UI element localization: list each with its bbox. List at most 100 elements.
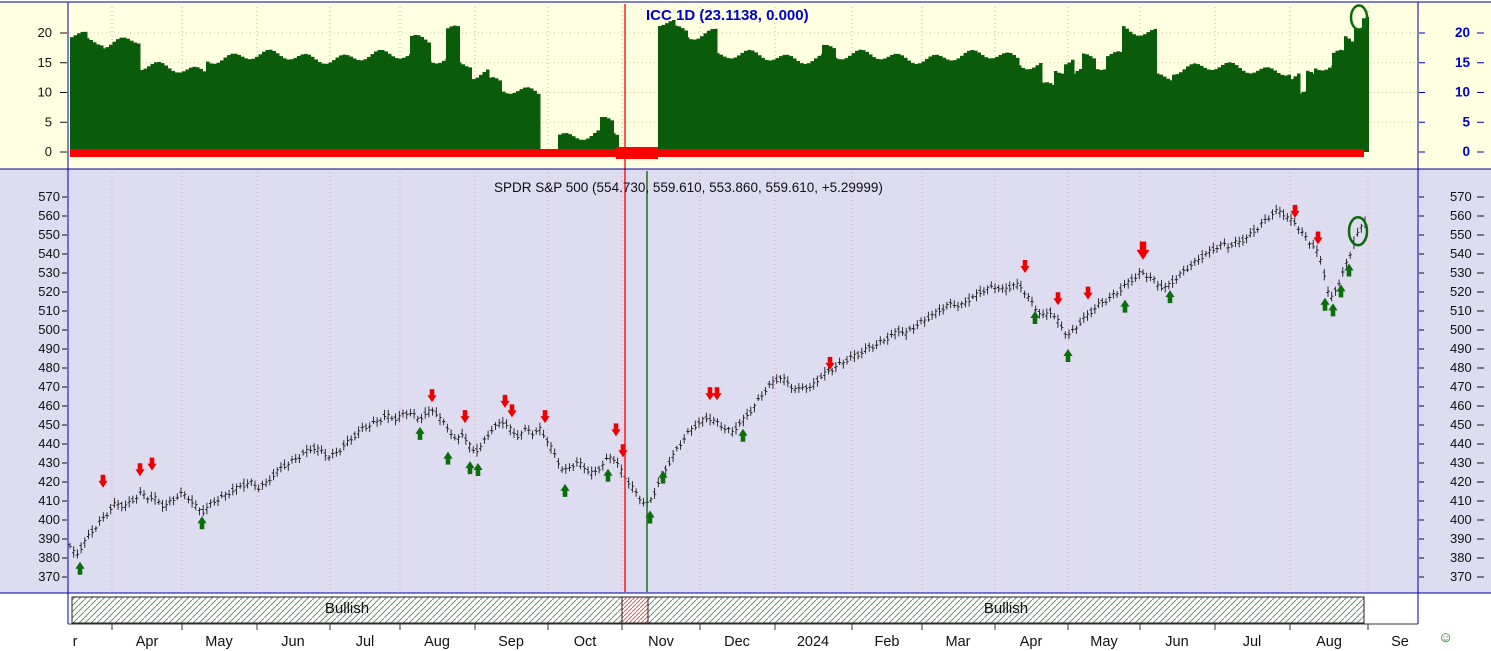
svg-text:400: 400 — [38, 512, 60, 527]
month-label: Aug — [424, 634, 450, 650]
sell-arrow-icon — [611, 423, 621, 437]
svg-text:430: 430 — [1450, 455, 1472, 470]
regime-ribbon — [71, 596, 1365, 624]
smiley-icon: ☺ — [1438, 629, 1454, 646]
svg-text:480: 480 — [1450, 360, 1472, 375]
regime-label-bullish-1: Bullish — [324, 600, 370, 617]
month-label: Apr — [136, 634, 159, 650]
svg-text:510: 510 — [1450, 303, 1472, 318]
month-label: Se — [1391, 634, 1409, 650]
buy-arrow-icon — [603, 468, 613, 482]
buy-arrow-icon — [197, 516, 207, 530]
buy-arrow-icon — [645, 510, 655, 524]
svg-text:370: 370 — [38, 569, 60, 584]
sell-arrow-icon — [705, 387, 715, 401]
svg-text:20: 20 — [38, 25, 52, 40]
svg-text:410: 410 — [38, 493, 60, 508]
svg-text:490: 490 — [1450, 341, 1472, 356]
sell-arrow-icon — [507, 404, 517, 418]
svg-text:5: 5 — [1462, 114, 1470, 129]
month-label: Aug — [1316, 634, 1342, 650]
svg-text:550: 550 — [38, 227, 60, 242]
svg-text:15: 15 — [38, 55, 52, 70]
svg-text:470: 470 — [38, 379, 60, 394]
regime-band-bearish — [621, 596, 649, 624]
buy-arrow-icon — [1120, 299, 1130, 313]
sell-arrow-icon — [147, 457, 157, 471]
svg-text:570: 570 — [1450, 189, 1472, 204]
x-axis-months: r Apr May Jun Jul Aug Sep Oct Nov Dec 2024 Feb Mar Ap… — [73, 634, 1409, 650]
sell-arrow-icon — [135, 463, 145, 477]
month-label: Mar — [946, 634, 971, 650]
svg-text:430: 430 — [38, 455, 60, 470]
sell-arrow-icon — [540, 410, 550, 424]
sell-arrow-icon — [1083, 286, 1093, 300]
svg-text:500: 500 — [38, 322, 60, 337]
svg-text:10: 10 — [1455, 85, 1470, 100]
price-title: SPDR S&P 500 (554.730, 559.610, 553.860,… — [494, 180, 883, 195]
price-panel[interactable] — [0, 169, 1491, 593]
svg-text:0: 0 — [45, 144, 52, 159]
svg-text:10: 10 — [38, 85, 52, 100]
month-label: Sep — [498, 634, 524, 650]
sell-arrow-icon — [1313, 231, 1323, 245]
buy-arrow-icon — [75, 561, 85, 575]
svg-text:450: 450 — [1450, 417, 1472, 432]
sell-arrow-icon — [460, 410, 470, 424]
svg-text:540: 540 — [38, 246, 60, 261]
sell-arrow-icon — [825, 356, 835, 370]
svg-text:440: 440 — [1450, 436, 1472, 451]
buy-arrow-icon — [560, 483, 570, 497]
buy-arrow-icon — [415, 426, 425, 440]
svg-text:500: 500 — [1450, 322, 1472, 337]
month-label: May — [205, 634, 233, 650]
svg-text:440: 440 — [38, 436, 60, 451]
sell-arrow-icon — [427, 389, 437, 403]
svg-text:490: 490 — [38, 341, 60, 356]
month-label: Apr — [1020, 634, 1043, 650]
regime-band-bullish — [647, 596, 1365, 624]
sell-arrow-icon — [712, 387, 722, 401]
svg-text:5: 5 — [45, 114, 52, 129]
buy-arrow-icon — [1328, 303, 1338, 317]
svg-text:480: 480 — [38, 360, 60, 375]
svg-text:450: 450 — [38, 417, 60, 432]
panel-frames — [0, 1, 1491, 630]
svg-text:0: 0 — [1462, 144, 1470, 159]
indicator-title: ICC 1D (23.1138, 0.000) — [646, 7, 809, 24]
month-label: 2024 — [797, 634, 829, 650]
buy-arrow-icon — [1320, 297, 1330, 311]
indicator-y-axis: 0 0 5 5 10 10 15 15 20 20 — [38, 25, 1484, 159]
buy-arrow-icon — [465, 461, 475, 475]
month-label: Feb — [875, 634, 900, 650]
buy-arrow-icon — [443, 451, 453, 465]
buy-arrow-icon — [1165, 290, 1175, 304]
svg-text:390: 390 — [38, 531, 60, 546]
svg-text:520: 520 — [1450, 284, 1472, 299]
svg-text:470: 470 — [1450, 379, 1472, 394]
sell-arrow-icon — [1136, 241, 1150, 260]
svg-text:420: 420 — [38, 474, 60, 489]
indicator-circle-annotation — [1349, 4, 1369, 31]
month-label: Oct — [574, 634, 597, 650]
month-label: Jun — [1165, 634, 1188, 650]
svg-text:510: 510 — [38, 303, 60, 318]
svg-text:550: 550 — [1450, 227, 1472, 242]
svg-text:420: 420 — [1450, 474, 1472, 489]
buy-arrow-icon — [658, 470, 668, 484]
sell-arrow-icon — [500, 394, 510, 408]
month-label: Jul — [1243, 634, 1262, 650]
svg-text:380: 380 — [1450, 550, 1472, 565]
svg-text:400: 400 — [1450, 512, 1472, 527]
buy-arrow-icon — [1030, 311, 1040, 324]
month-label: May — [1090, 634, 1118, 650]
svg-text:410: 410 — [1450, 493, 1472, 508]
price-circle-annotation — [1347, 215, 1369, 247]
svg-text:520: 520 — [38, 284, 60, 299]
sell-arrow-icon — [1053, 292, 1063, 306]
regime-label-bullish-2: Bullish — [983, 600, 1029, 617]
buy-arrow-icon — [738, 428, 748, 442]
svg-text:460: 460 — [38, 398, 60, 413]
